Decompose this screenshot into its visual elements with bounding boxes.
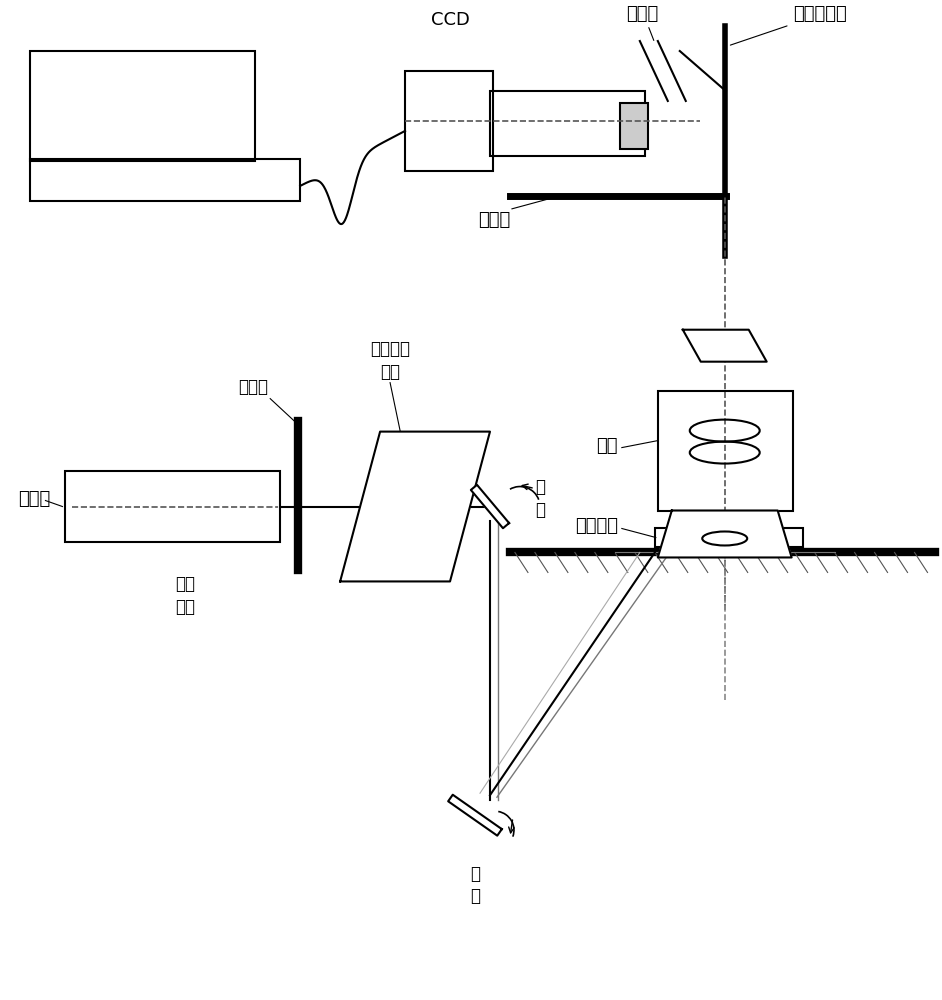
Bar: [658, 391, 792, 511]
Bar: [620, 103, 648, 149]
Text: 自
转: 自 转: [535, 478, 544, 519]
Text: 转换镜: 转换镜: [625, 5, 658, 23]
Polygon shape: [448, 795, 502, 836]
Text: 平面反射镜: 平面反射镜: [793, 5, 847, 23]
Text: 待测试样: 待测试样: [575, 517, 618, 535]
Polygon shape: [471, 485, 509, 528]
Text: CCD: CCD: [430, 11, 469, 29]
Bar: [65, 471, 280, 542]
Bar: [30, 159, 300, 201]
Bar: [405, 71, 493, 171]
Text: 偏振片: 偏振片: [478, 211, 510, 229]
Bar: [30, 51, 255, 161]
Text: 激光器: 激光器: [19, 490, 51, 508]
Text: 物镜: 物镜: [596, 437, 618, 455]
Bar: [490, 91, 645, 156]
Bar: [655, 528, 803, 547]
Text: 偏振片: 偏振片: [238, 378, 268, 396]
Polygon shape: [658, 511, 791, 557]
Text: 自
转: 自 转: [470, 865, 480, 905]
Text: 平行
光束: 平行 光束: [175, 575, 195, 616]
Text: 微分干涉
棱镜: 微分干涉 棱镜: [370, 340, 410, 381]
Polygon shape: [340, 432, 490, 581]
Polygon shape: [683, 330, 767, 362]
